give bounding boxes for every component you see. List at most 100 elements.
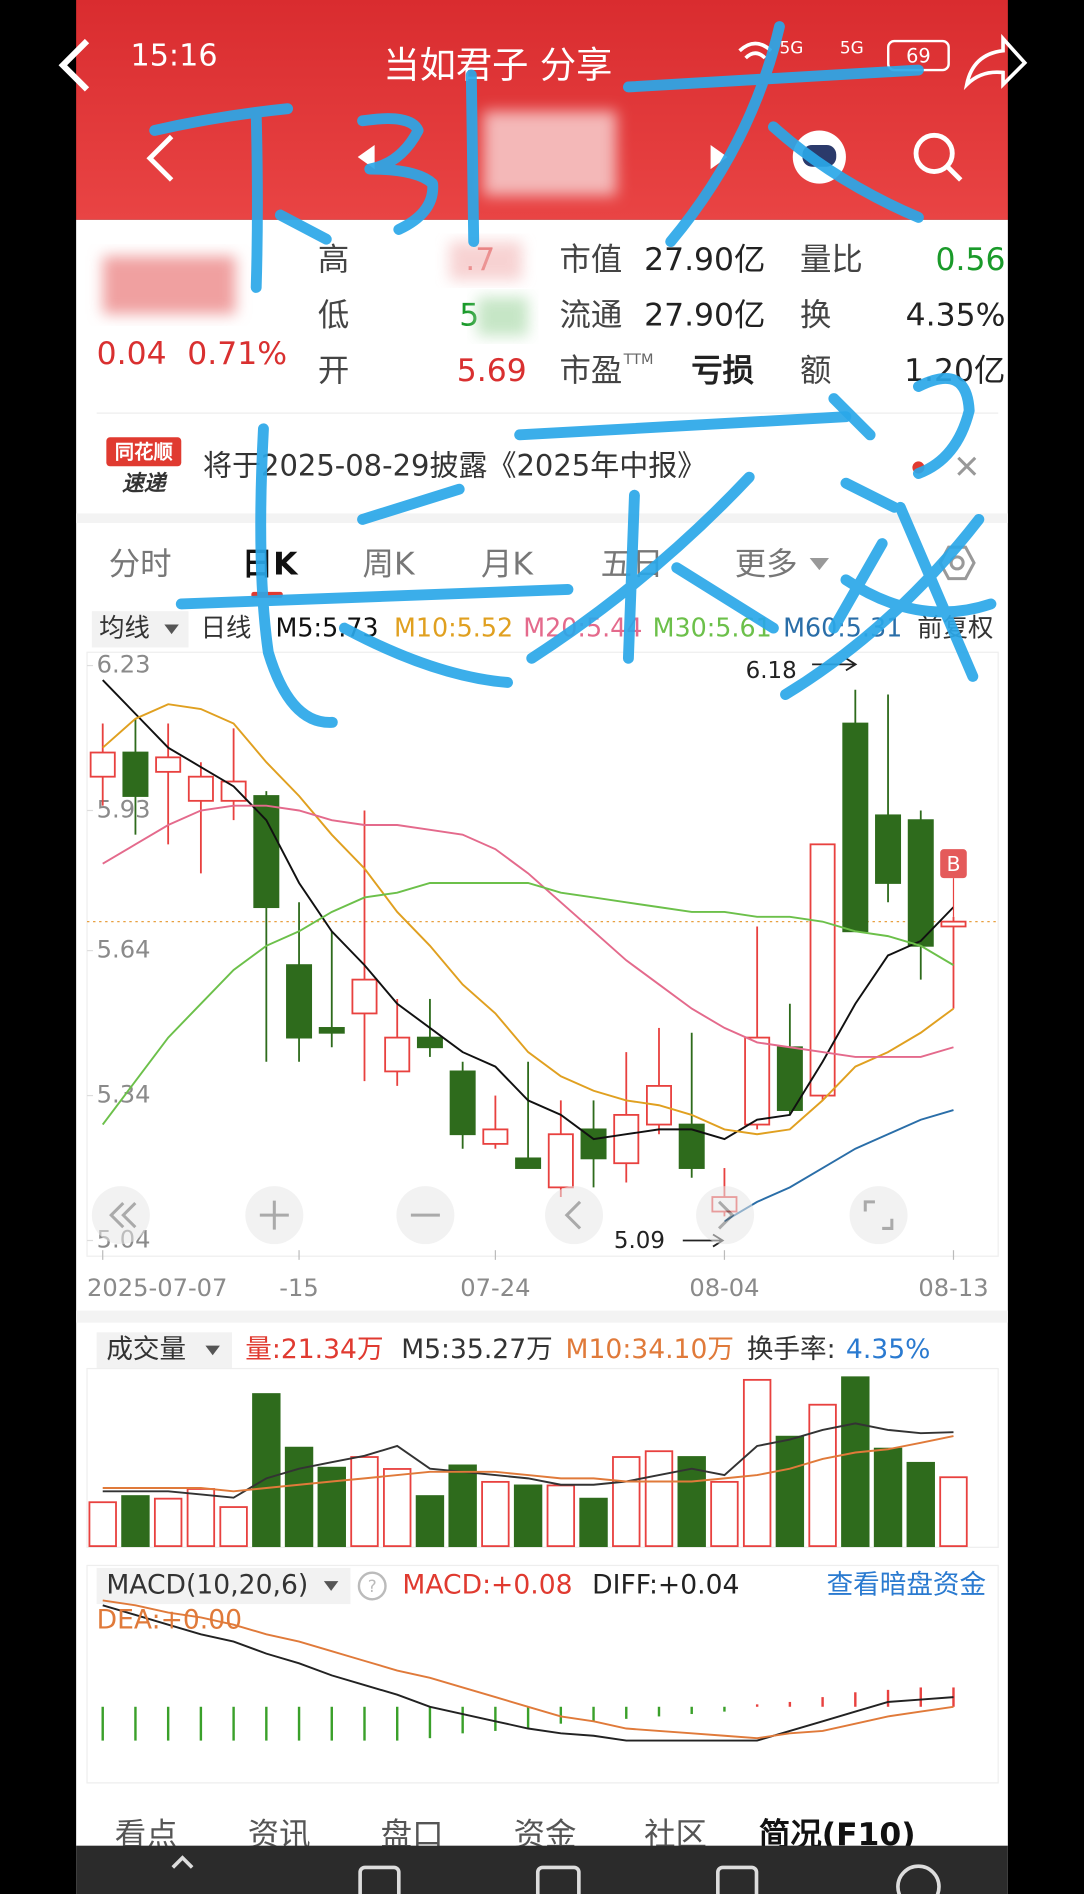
tab[interactable]: 分时 <box>109 546 172 582</box>
candle-body <box>613 1113 640 1165</box>
nav-icon[interactable] <box>358 1865 401 1894</box>
nav-icon[interactable] <box>896 1864 941 1894</box>
share-button[interactable] <box>963 33 1028 91</box>
volume-bar <box>415 1495 445 1548</box>
logo-text: 同花顺 <box>115 440 173 463</box>
stat-value: 亏损 <box>691 353 754 389</box>
nav-icon[interactable] <box>171 1855 194 1869</box>
x-tick-label: 2025-07-07 <box>87 1274 227 1302</box>
bottom-nav <box>76 1845 1008 1894</box>
macd-title[interactable]: MACD(10,20,6) <box>106 1569 308 1600</box>
candle-body <box>187 775 214 802</box>
settings-icon[interactable] <box>938 545 976 581</box>
volume-frame <box>86 1367 999 1548</box>
low-value: 5 <box>459 297 479 333</box>
stat-sup: TTM <box>623 352 654 368</box>
zoom-icon <box>717 1200 735 1230</box>
charts: 6.235.935.645.345.042025-07-07-1507-2408… <box>87 612 999 1742</box>
macd-current: MACD:+0.08 <box>402 1569 572 1600</box>
zoom-btn[interactable] <box>696 1186 755 1245</box>
hand-stroke <box>780 373 997 700</box>
zoom-btn[interactable] <box>849 1186 908 1245</box>
turnover-value: 4.35% <box>846 1334 930 1365</box>
candle-body <box>351 978 378 1015</box>
x-tick-label: 08-04 <box>689 1274 759 1302</box>
macd-link[interactable]: 查看暗盘资金 <box>827 1569 987 1600</box>
dropdown-arrow <box>809 558 830 571</box>
handwriting <box>149 21 997 728</box>
legend-item: DIFF:+0.04 <box>592 1569 739 1600</box>
search-icon[interactable] <box>913 132 955 174</box>
nav-icon[interactable] <box>535 1865 581 1894</box>
dropdown-arrow <box>323 1581 339 1591</box>
volume-bar <box>677 1456 706 1548</box>
zoom-btn[interactable] <box>91 1186 150 1245</box>
hand-stroke <box>514 411 852 664</box>
candle-body <box>809 843 836 1097</box>
buy-marker-label: B <box>946 852 960 876</box>
volume-bar <box>546 1484 576 1548</box>
ma-line <box>723 1109 954 1223</box>
tab-active[interactable]: 日K <box>242 546 299 582</box>
tab[interactable]: 月K <box>481 546 534 582</box>
candle-body <box>286 964 313 1039</box>
macd-frame <box>86 1564 999 1784</box>
network-label: 5G <box>779 37 803 57</box>
candle-body <box>875 814 902 884</box>
volume-title[interactable]: 成交量 <box>106 1334 186 1365</box>
logo-text: 速递 <box>122 471 168 496</box>
ma-line <box>102 703 955 1136</box>
blurred-name <box>483 111 617 196</box>
volume-bar <box>513 1484 543 1548</box>
tab[interactable]: 更多 <box>735 546 798 582</box>
volume-bar <box>644 1450 674 1548</box>
prev-stock[interactable] <box>357 144 375 170</box>
selector-bg[interactable] <box>96 1567 351 1605</box>
stat-label: 市值 <box>560 242 623 278</box>
back-button[interactable] <box>58 38 90 92</box>
blur-high <box>449 241 523 281</box>
candle-body <box>89 751 116 778</box>
volume-bar <box>873 1447 903 1548</box>
hand-stroke <box>175 423 574 728</box>
candle-body <box>384 1036 411 1073</box>
nav-icon[interactable] <box>716 1865 759 1894</box>
candle-body <box>253 795 280 909</box>
stat-value: 4.35% <box>906 297 1006 333</box>
high-annotation: 6.18 <box>746 658 797 684</box>
change-pct: 0.71% <box>187 336 287 372</box>
volume-bar <box>153 1497 183 1548</box>
legend-item: M10:5.52 <box>394 612 513 642</box>
candle-body <box>449 1070 476 1136</box>
candle-body <box>416 1036 443 1049</box>
row-label: 高 <box>318 242 349 278</box>
volume-bar <box>808 1403 837 1548</box>
volume-bar <box>284 1446 314 1548</box>
next-stock[interactable] <box>710 144 728 170</box>
ma-line <box>102 1599 954 1740</box>
dropdown-arrow <box>205 1345 220 1356</box>
candle-body <box>940 920 967 928</box>
volume-bar <box>383 1468 412 1548</box>
logo-top <box>106 437 182 467</box>
ma-selector[interactable]: 均线 <box>99 612 150 642</box>
low-annotation: 5.09 <box>614 1228 665 1254</box>
nav-back[interactable] <box>146 134 174 182</box>
zoom-controls <box>91 1186 908 1245</box>
notice-text[interactable]: 将于2025-08-29披露《2025年中报》 <box>203 448 706 482</box>
buy-marker <box>940 849 967 879</box>
search-handle <box>945 164 963 182</box>
candle-body <box>155 756 182 773</box>
change: 0.04 <box>97 336 167 372</box>
tab[interactable]: 周K <box>363 546 416 582</box>
candle-body <box>842 722 869 933</box>
zoom-btn[interactable] <box>545 1186 604 1245</box>
blur-low <box>477 297 529 336</box>
zoom-icon <box>863 1200 894 1230</box>
gap <box>76 513 1008 524</box>
status-time: 15:16 <box>131 38 218 73</box>
candle-body <box>907 819 934 947</box>
close-notice[interactable] <box>957 456 977 476</box>
help-icon[interactable] <box>357 1571 387 1601</box>
